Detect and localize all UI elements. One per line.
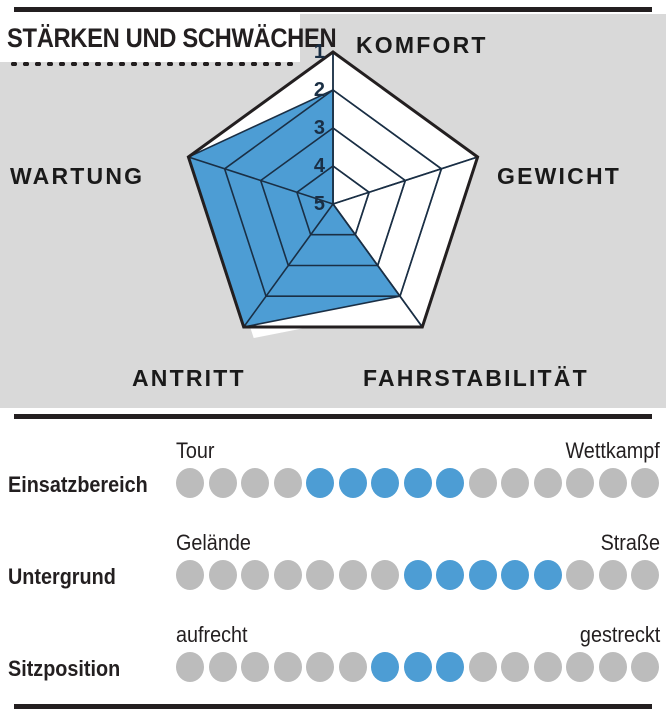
rating-dot-scale[interactable] xyxy=(176,652,659,682)
rating-dot[interactable] xyxy=(566,560,594,590)
rating-dot[interactable] xyxy=(533,560,562,590)
mid-divider xyxy=(14,414,652,419)
rating-dot[interactable] xyxy=(533,652,562,682)
rating-dot[interactable] xyxy=(436,468,464,498)
rating-dot[interactable] xyxy=(241,652,269,682)
rating-row-caption: Einsatzbereich xyxy=(8,472,148,497)
rating-dot[interactable] xyxy=(273,560,302,590)
radar-spoke-2 xyxy=(332,203,423,328)
rating-dot[interactable] xyxy=(598,652,627,682)
rating-dot[interactable] xyxy=(436,560,464,590)
axis-label-gewicht: GEWICHT xyxy=(497,163,621,189)
rating-dot[interactable] xyxy=(403,468,432,498)
radar-spoke-3 xyxy=(243,203,334,328)
rating-dot[interactable] xyxy=(566,468,594,498)
radar-tick-1: 1 xyxy=(313,41,325,63)
rating-dot[interactable] xyxy=(241,560,269,590)
rating-dot[interactable] xyxy=(436,652,464,682)
rating-left-label: Gelände xyxy=(176,530,251,555)
rating-right-label: Wettkampf xyxy=(565,438,660,463)
rating-left-label: aufrecht xyxy=(176,622,248,647)
rating-dot[interactable] xyxy=(176,560,204,590)
radar-ring-3 xyxy=(259,127,407,267)
rating-dot[interactable] xyxy=(631,652,659,682)
rating-dot[interactable] xyxy=(468,560,497,590)
rating-dot[interactable] xyxy=(501,468,529,498)
headline-banner: STÄRKEN UND SCHWÄCHEN xyxy=(0,14,337,62)
rating-dot[interactable] xyxy=(338,560,367,590)
rating-dot[interactable] xyxy=(371,468,399,498)
rating-dot[interactable] xyxy=(208,468,237,498)
radar-spoke-4 xyxy=(188,156,334,205)
radar-tick-5: 5 xyxy=(313,193,325,215)
rating-dot[interactable] xyxy=(306,560,334,590)
axis-label-wartung: WARTUNG xyxy=(10,163,145,189)
rating-dot[interactable] xyxy=(403,652,432,682)
rating-dot[interactable] xyxy=(338,652,367,682)
radar-tick-2: 2 xyxy=(313,79,325,101)
rating-dot[interactable] xyxy=(598,468,627,498)
rating-row: Einsatzbereich Tour Wettkampf xyxy=(0,424,666,516)
rating-dot[interactable] xyxy=(403,560,432,590)
axis-label-komfort: KOMFORT xyxy=(356,32,488,58)
rating-row-caption: Untergrund xyxy=(8,564,116,589)
rating-dot[interactable] xyxy=(176,468,204,498)
radar-chart xyxy=(186,50,480,338)
radar-ring-4 xyxy=(295,165,371,236)
rating-dot[interactable] xyxy=(273,652,302,682)
radar-tick-3: 3 xyxy=(313,117,325,139)
bottom-divider xyxy=(14,704,652,709)
rating-dot-scale[interactable] xyxy=(176,560,659,590)
page-title: STÄRKEN UND SCHWÄCHEN xyxy=(7,22,337,53)
rating-row-caption: Sitzposition xyxy=(8,656,121,681)
rating-dot[interactable] xyxy=(241,468,269,498)
rating-dot[interactable] xyxy=(468,652,497,682)
axis-label-fahrstabilitaet: FAHRSTABILITÄT xyxy=(363,365,589,391)
radar-ring-2 xyxy=(223,89,443,298)
axis-label-antritt: ANTRITT xyxy=(132,365,246,391)
rating-dot[interactable] xyxy=(371,560,399,590)
rating-dot[interactable] xyxy=(208,652,237,682)
rating-dot[interactable] xyxy=(208,560,237,590)
top-divider xyxy=(14,7,652,12)
rating-dot[interactable] xyxy=(631,468,659,498)
rating-dot[interactable] xyxy=(176,652,204,682)
rating-rows: Einsatzbereich Tour Wettkampf Untergrund Gel… xyxy=(0,424,666,700)
rating-dot[interactable] xyxy=(338,468,367,498)
rating-dot[interactable] xyxy=(306,468,334,498)
rating-dot[interactable] xyxy=(533,468,562,498)
rating-right-label: Straße xyxy=(600,530,660,555)
rating-dot[interactable] xyxy=(371,652,399,682)
rating-right-label: gestreckt xyxy=(579,622,660,647)
rating-dot[interactable] xyxy=(468,468,497,498)
rating-dot[interactable] xyxy=(566,652,594,682)
dotted-divider xyxy=(8,62,296,66)
radar-spoke-1 xyxy=(332,156,478,205)
rating-dot[interactable] xyxy=(598,560,627,590)
rating-row: Untergrund Gelände Straße xyxy=(0,516,666,608)
radar-tick-4: 4 xyxy=(313,155,325,177)
rating-dot[interactable] xyxy=(273,468,302,498)
rating-left-label: Tour xyxy=(176,438,215,463)
rating-dot[interactable] xyxy=(306,652,334,682)
rating-dot[interactable] xyxy=(501,560,529,590)
rating-dot[interactable] xyxy=(501,652,529,682)
rating-dot[interactable] xyxy=(631,560,659,590)
rating-dot-scale[interactable] xyxy=(176,468,659,498)
rating-row: Sitzposition aufrecht gestreckt xyxy=(0,608,666,700)
